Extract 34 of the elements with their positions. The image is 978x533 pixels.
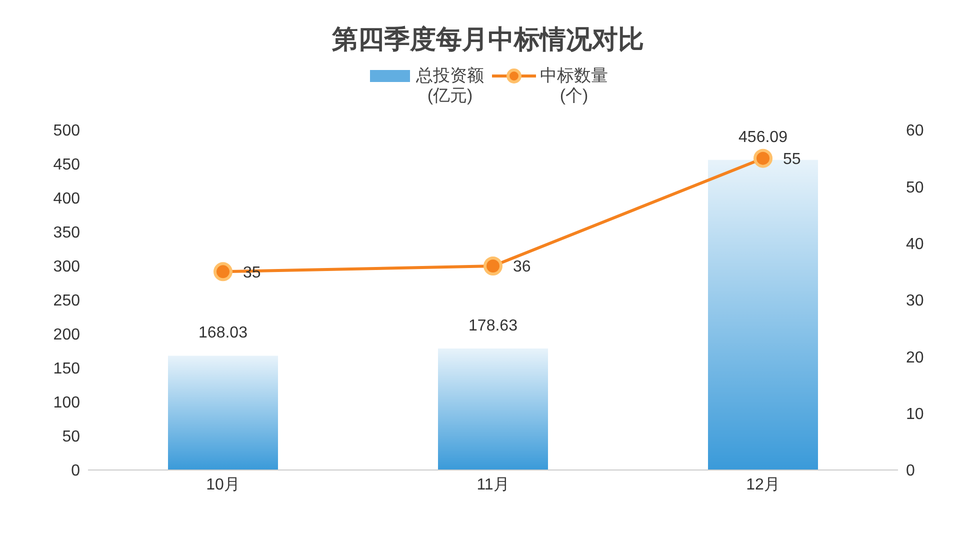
y-tick-label: 150 [53, 360, 80, 378]
point [214, 262, 232, 282]
y-tick-label: 450 [53, 156, 80, 174]
y-tick-label: 350 [53, 224, 80, 242]
x-tick-label: 10月 [206, 476, 240, 494]
data-label: 55 [783, 151, 801, 168]
legend-label: 中标数量 (个) [540, 66, 608, 106]
y2-tick-label: 20 [906, 349, 924, 366]
point [484, 256, 502, 276]
y2-tick-label: 0 [906, 462, 915, 480]
y2-tick-label: 50 [906, 179, 924, 196]
x-tick-label: 11月 [476, 476, 510, 494]
legend-label: 总投资额 (亿元) [416, 66, 484, 106]
y2-tick-label: 40 [906, 236, 924, 254]
data-label: 456.09 [738, 128, 788, 146]
y-tick-label: 0 [71, 462, 80, 480]
y2-tick-label: 60 [906, 122, 924, 140]
data-label: 168.03 [198, 324, 248, 342]
y-tick-label: 500 [53, 122, 80, 140]
y2-tick-label: 10 [906, 406, 924, 424]
y2-tick-label: 30 [906, 292, 924, 310]
y-tick-label: 300 [53, 258, 80, 276]
y-tick-label: 200 [53, 326, 80, 344]
y-tick-label: 250 [53, 292, 80, 310]
data-label: 178.63 [468, 318, 518, 335]
bar [168, 356, 278, 470]
data-label: 36 [513, 258, 531, 276]
y-tick-label: 50 [62, 428, 80, 446]
x-tick-label: 12月 [746, 476, 780, 494]
point [754, 148, 772, 168]
chart-title: 第四季度每月中标情况对比 [331, 23, 645, 56]
bar [438, 348, 548, 470]
y-tick-label: 100 [53, 394, 80, 412]
y-tick-label: 400 [53, 190, 80, 208]
